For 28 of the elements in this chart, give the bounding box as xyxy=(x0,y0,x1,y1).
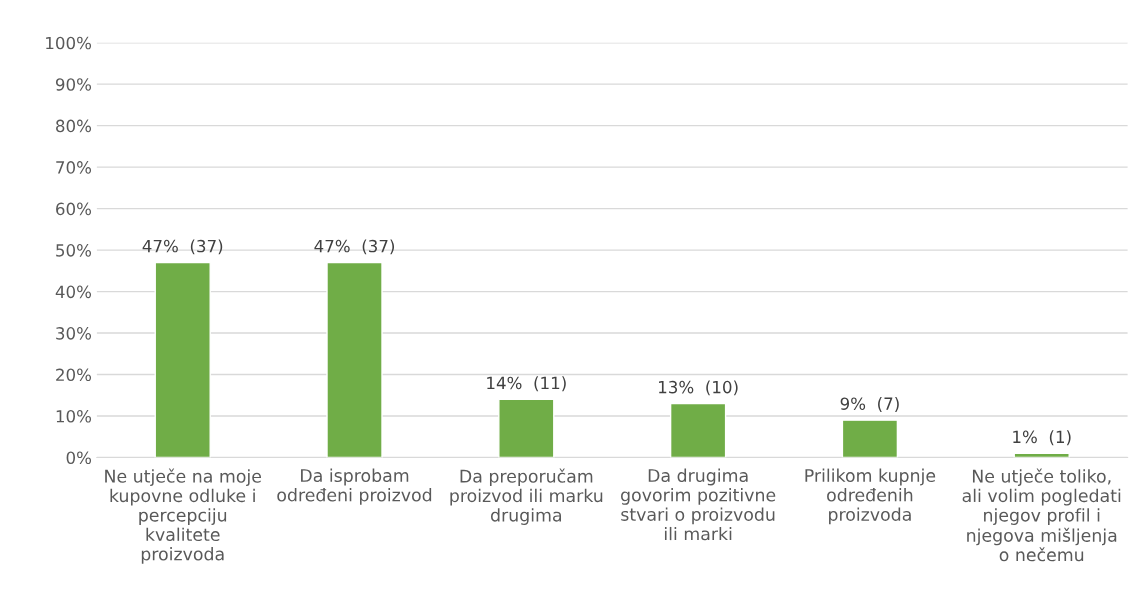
y-tick-label: 60% xyxy=(56,202,92,216)
data-label: 47% (37) xyxy=(142,239,223,255)
y-tick-label: 100% xyxy=(46,36,92,50)
data-label: 1% (1) xyxy=(1013,430,1071,446)
x-tick-label: Prilikom kupnje određenih proizvoda xyxy=(805,468,936,525)
y-tick-label: 80% xyxy=(56,119,92,133)
y-tick-label: 50% xyxy=(56,244,92,257)
bar xyxy=(669,402,727,458)
data-label: 47% (37) xyxy=(314,239,395,255)
data-label: 13% (10) xyxy=(659,380,738,396)
y-tick-label: 20% xyxy=(56,368,92,382)
y-tick-label: 40% xyxy=(55,285,92,299)
data-label: 14% (11) xyxy=(487,376,566,392)
y-tick-label: 90% xyxy=(55,78,92,91)
bar xyxy=(841,419,899,458)
x-tick-label: Da preporučam proizvod ili marku drugima xyxy=(450,468,603,525)
x-tick-label: Ne utječe toliko, ali volim pogledati njegov profil i njegova mišljenja o nečemu xyxy=(962,468,1121,562)
y-tick-label: 0% xyxy=(66,451,92,465)
data-label: 9% (7) xyxy=(840,397,899,412)
x-tick-label: Ne utječe na moje kupovne odluke i percepciju kvalitete proizvoda xyxy=(105,468,262,564)
y-tick-label: 70% xyxy=(56,161,92,174)
x-tick-label: Da isprobam određeni proizvod xyxy=(277,468,432,505)
bar xyxy=(498,398,555,458)
y-tick-label: 30% xyxy=(56,327,92,340)
bar xyxy=(326,261,383,458)
x-tick-label: Da drugima govorim pozitivne stvari o proizvodu ili marki xyxy=(621,468,776,541)
y-tick-label: 10% xyxy=(56,409,92,423)
bar xyxy=(154,261,211,458)
